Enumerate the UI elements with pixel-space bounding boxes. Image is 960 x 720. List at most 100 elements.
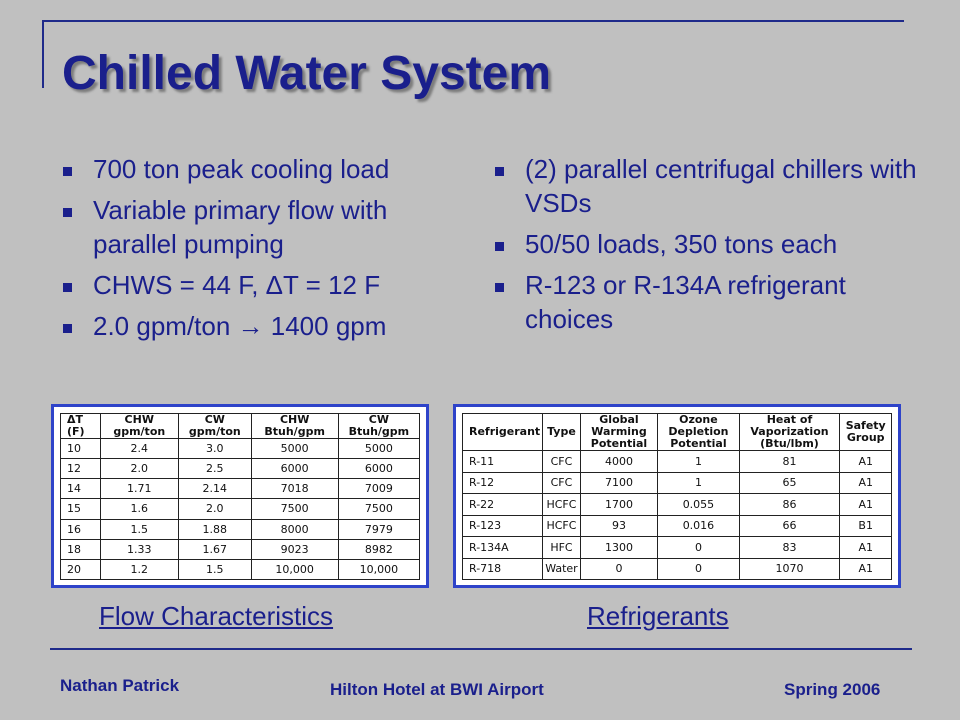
- bullet-text: (2) parallel centrifugal chillers with V…: [525, 154, 917, 218]
- table-cell: 14: [60, 478, 101, 500]
- table-row: 18 1.33 1.67 9023 8982: [60, 538, 421, 560]
- table-cell: 93: [579, 514, 659, 537]
- table-cell: A1: [839, 450, 892, 473]
- table-cell: 18: [60, 538, 101, 560]
- table-cell: 81: [738, 450, 841, 473]
- table-row: R-22 HCFC 1700 0.055 86 A1: [461, 493, 892, 516]
- table-cell: A1: [839, 536, 892, 559]
- table-cell: Water: [542, 557, 581, 580]
- table-cell: 8982: [337, 538, 421, 560]
- table-row: 15 1.6 2.0 7500 7500: [60, 498, 421, 520]
- table-cell: 0: [579, 557, 659, 580]
- table-cell: R-12: [461, 471, 544, 494]
- column-header: Heat of Vaporization (Btu/lbm): [738, 413, 841, 451]
- footer-project: Hilton Hotel at BWI Airport: [330, 680, 544, 699]
- column-header: Ozone Depletion Potential: [657, 413, 740, 451]
- bullet-square-icon: [495, 167, 504, 176]
- table-cell: 1.88: [178, 518, 252, 540]
- table-cell: 8000: [250, 518, 339, 540]
- table-cell: 5000: [250, 437, 339, 460]
- bullet-text: Variable primary flow with parallel pump…: [93, 195, 388, 259]
- flow-characteristics-table: ΔT (F) CHW gpm/ton CW gpm/ton CHW Btuh/g…: [51, 404, 429, 588]
- table-cell: 3.0: [178, 437, 252, 460]
- table-cell: HCFC: [542, 514, 581, 537]
- table-cell: CFC: [542, 450, 581, 473]
- table-cell: 2.14: [178, 478, 252, 500]
- bullet-item: Variable primary flow with parallel pump…: [60, 193, 460, 261]
- table-cell: 2.5: [178, 458, 252, 480]
- table-cell: 1: [657, 471, 740, 494]
- table-cell: 9023: [250, 538, 339, 560]
- bullet-item: (2) parallel centrifugal chillers with V…: [492, 152, 922, 220]
- bullet-item: 700 ton peak cooling load: [60, 152, 460, 186]
- bullet-square-icon: [495, 242, 504, 251]
- column-header: CHW gpm/ton: [99, 413, 180, 439]
- table-cell: 1.33: [99, 538, 180, 560]
- bullet-square-icon: [63, 208, 72, 217]
- refrigerants-caption: Refrigerants: [587, 601, 729, 631]
- table-cell: 15: [60, 498, 101, 520]
- table-cell: 65: [738, 471, 841, 494]
- table-cell: 83: [738, 536, 841, 559]
- footer-term: Spring 2006: [784, 680, 881, 699]
- table-row: 16 1.5 1.88 8000 7979: [60, 518, 421, 540]
- column-header: CW gpm/ton: [178, 413, 252, 439]
- table-cell: HCFC: [542, 493, 581, 516]
- bullet-square-icon: [63, 167, 72, 176]
- column-header: CHW Btuh/gpm: [250, 413, 339, 439]
- table-cell: 7100: [579, 471, 659, 494]
- table-cell: 1: [657, 450, 740, 473]
- table-cell: 0.016: [657, 514, 740, 537]
- table-cell: 4000: [579, 450, 659, 473]
- table-cell: 10,000: [337, 558, 421, 581]
- table-cell: 1.71: [99, 478, 180, 500]
- bullet-item: 50/50 loads, 350 tons each: [492, 227, 922, 261]
- bullet-square-icon: [495, 283, 504, 292]
- footer-author: Nathan Patrick: [60, 676, 180, 695]
- table-cell: 2.0: [178, 498, 252, 520]
- table-cell: R-718: [461, 557, 544, 580]
- column-header: Type: [542, 413, 581, 451]
- table-cell: 7979: [337, 518, 421, 540]
- table-cell: HFC: [542, 536, 581, 559]
- table-cell: B1: [839, 514, 892, 537]
- flow-table-body: 10 2.4 3.0 5000 5000 12 2.0 2.5 6000 6000 14 1.71…: [60, 437, 421, 581]
- table-cell: 2.0: [99, 458, 180, 480]
- table-row: 20 1.2 1.5 10,000 10,000: [60, 558, 421, 581]
- table-cell: 0: [657, 536, 740, 559]
- table-cell: A1: [839, 493, 892, 516]
- bullet-square-icon: [63, 324, 72, 333]
- bullet-text: 50/50 loads, 350 tons each: [525, 229, 838, 259]
- bullet-item: CHWS = 44 F, ΔT = 12 F: [60, 268, 460, 302]
- bullet-item: R-123 or R-134A refrigerant choices: [492, 268, 922, 336]
- table-cell: R-123: [461, 514, 544, 537]
- table-row: R-12 CFC 7100 1 65 A1: [461, 471, 892, 494]
- table-row: R-123 HCFC 93 0.016 66 B1: [461, 514, 892, 537]
- table-cell: 1.2: [99, 558, 180, 581]
- table-cell: 86: [738, 493, 841, 516]
- column-header: CW Btuh/gpm: [337, 413, 421, 439]
- table-cell: A1: [839, 557, 892, 580]
- column-header: Safety Group: [839, 413, 892, 451]
- table-cell: 1.5: [99, 518, 180, 540]
- column-header: ΔT (F): [60, 413, 101, 439]
- table-cell: 7500: [337, 498, 421, 520]
- table-cell: 12: [60, 458, 101, 480]
- bullet-item: 2.0 gpm/ton → 1400 gpm: [60, 309, 460, 343]
- table-cell: 10: [60, 437, 101, 460]
- table-row: R-718 Water 0 0 1070 A1: [461, 557, 892, 580]
- table-cell: 20: [60, 558, 101, 581]
- table-cell: R-22: [461, 493, 544, 516]
- table-cell: 16: [60, 518, 101, 540]
- frame-line-top: [42, 20, 904, 22]
- table-cell: 7009: [337, 478, 421, 500]
- table-row: 10 2.4 3.0 5000 5000: [60, 437, 421, 460]
- table-cell: R-134A: [461, 536, 544, 559]
- refrigerants-table: Refrigerant Type Global Warming Potentia…: [453, 404, 901, 588]
- frame-line-left: [42, 20, 44, 88]
- slide-title: Chilled Water System: [62, 47, 552, 100]
- flow-characteristics-caption: Flow Characteristics: [99, 601, 334, 631]
- refrigerant-table-body: R-11 CFC 4000 1 81 A1 R-12 CFC 7100 1 65 A1 R-22 HC…: [461, 450, 892, 580]
- table-cell: 2.4: [99, 437, 180, 460]
- table-cell: 6000: [250, 458, 339, 480]
